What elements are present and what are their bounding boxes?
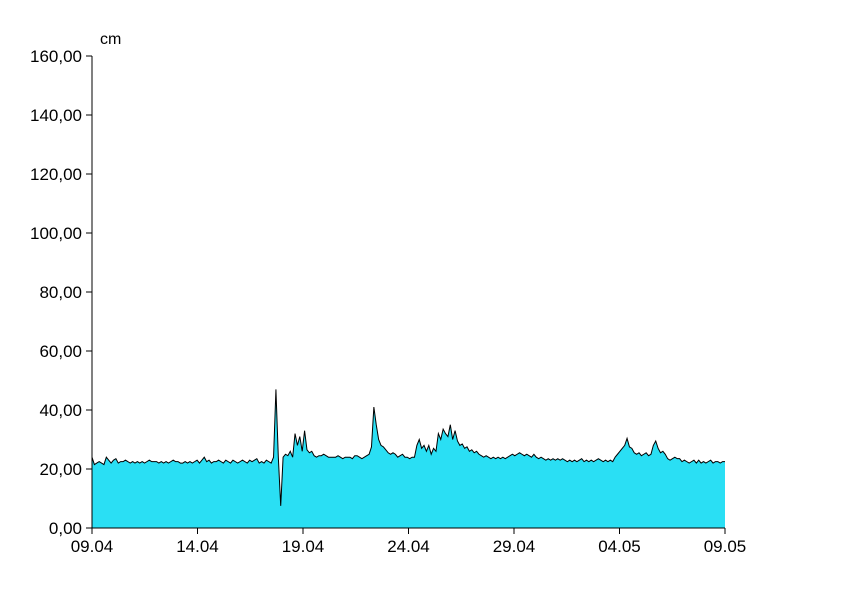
y-tick-label: 80,00: [39, 283, 82, 302]
y-tick-label: 140,00: [30, 106, 82, 125]
y-axis-unit: cm: [100, 31, 121, 48]
x-tick-label: 19.04: [282, 537, 325, 556]
x-tick-label: 09.05: [704, 537, 747, 556]
x-tick-label: 04.05: [598, 537, 641, 556]
y-tick-label: 20,00: [39, 460, 82, 479]
x-tick-label: 14.04: [176, 537, 219, 556]
y-tick-label: 0,00: [49, 519, 82, 538]
y-tick-label: 60,00: [39, 342, 82, 361]
y-tick-label: 160,00: [30, 47, 82, 66]
y-tick-label: 40,00: [39, 401, 82, 420]
x-tick-label: 09.04: [71, 537, 114, 556]
x-tick-label: 29.04: [493, 537, 536, 556]
x-tick-label: 24.04: [387, 537, 430, 556]
water-level-chart: 0,00 20,00 40,00 60,00 80,00 100,00 120,00 140,…: [0, 0, 854, 600]
y-tick-label: 100,00: [30, 224, 82, 243]
y-tick-label: 120,00: [30, 165, 82, 184]
series-area: [92, 389, 725, 528]
chart-svg: 0,00 20,00 40,00 60,00 80,00 100,00 120,00 140,…: [0, 0, 854, 600]
